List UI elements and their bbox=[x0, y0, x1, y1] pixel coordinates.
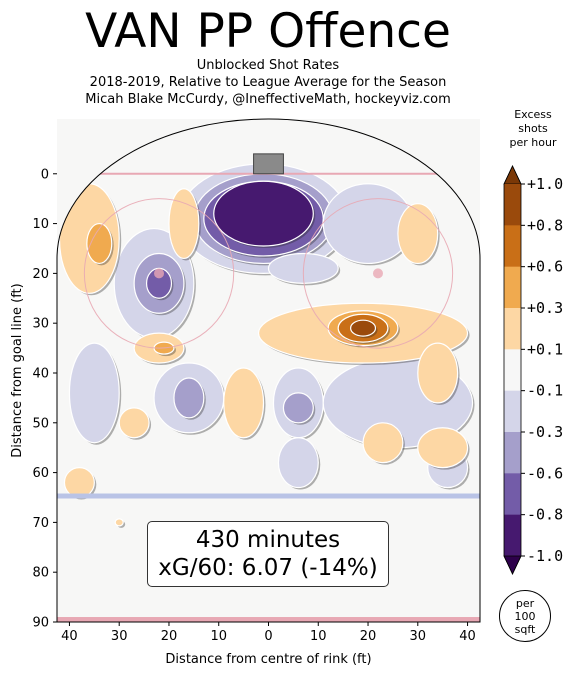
heat-region bbox=[350, 319, 377, 337]
y-tick-label: 50 bbox=[32, 416, 49, 431]
blue-line bbox=[57, 493, 480, 499]
plot-area bbox=[56, 118, 481, 623]
heat-region bbox=[417, 427, 469, 469]
y-tick-label: 40 bbox=[32, 366, 49, 381]
subtitle-line-1: Unblocked Shot Rates bbox=[196, 58, 340, 73]
colorbar-tick-label: +0.8 bbox=[527, 216, 563, 234]
colorbar-bottom-arrow bbox=[503, 555, 522, 575]
faceoff-dot bbox=[154, 268, 165, 279]
y-tick-label: 90 bbox=[32, 616, 49, 631]
colorbar-tick-label: -0.8 bbox=[527, 506, 563, 524]
x-tick-label: 20 bbox=[360, 629, 377, 644]
unit-line-2: 100 bbox=[514, 610, 536, 623]
x-tick-label: 40 bbox=[61, 629, 78, 644]
y-tick-label: 70 bbox=[32, 516, 49, 531]
x-tick-label: 20 bbox=[161, 629, 178, 644]
colorbar-tick-label: -0.6 bbox=[527, 464, 563, 482]
y-axis-label: Distance from goal line (ft) bbox=[10, 283, 25, 457]
y-tick-label: 20 bbox=[32, 267, 49, 282]
colorbar-tick-label: -0.3 bbox=[527, 423, 563, 441]
y-tick-label: 80 bbox=[32, 566, 49, 581]
heat-region bbox=[213, 180, 314, 247]
unit-note: per 100 sqft bbox=[499, 590, 551, 642]
x-tick-label: 30 bbox=[111, 629, 128, 644]
heat-region bbox=[417, 342, 459, 404]
heat-region bbox=[397, 203, 439, 265]
minutes-text: 430 minutes bbox=[195, 527, 341, 553]
faceoff-circle bbox=[302, 198, 454, 349]
summary-box: 430 minutes xG/60: 6.07 (-14%) bbox=[147, 521, 389, 587]
colorbar-tick-label: -1.0 bbox=[527, 547, 563, 565]
colorbar-tick-label: +0.1 bbox=[527, 340, 563, 358]
unit-line-1: per bbox=[515, 597, 535, 610]
colorbar: +1.0 +0.8 +0.6 +0.3 +0.1 -0.1 -0.3 -0.6 -0.8 -1.0… bbox=[503, 108, 563, 575]
heat-region bbox=[223, 367, 265, 439]
goal-net bbox=[253, 153, 284, 175]
subtitle-line-3: Micah Blake McCurdy, @IneffectiveMath, h… bbox=[85, 92, 451, 107]
x-tick-label: 40 bbox=[459, 629, 476, 644]
colorbar-bin bbox=[504, 225, 521, 268]
heat-region bbox=[63, 467, 95, 499]
x-tick-label: 10 bbox=[310, 629, 327, 644]
axes: 40 30 20 10 0 10 20 30 40 0 10 20 30 40 50 60 70 80 90 Dist… bbox=[10, 167, 476, 667]
x-tick-label: 0 bbox=[264, 629, 272, 644]
x-tick-label: 10 bbox=[210, 629, 227, 644]
colorbar-bin bbox=[504, 473, 521, 516]
colorbar-bin bbox=[504, 266, 521, 309]
colorbar-top-arrow bbox=[503, 165, 522, 185]
colorbar-title: per hour bbox=[510, 136, 557, 149]
subtitle-line-2: 2018-2019, Relative to League Average fo… bbox=[89, 75, 447, 90]
colorbar-title: shots bbox=[518, 122, 548, 135]
heat-region bbox=[277, 437, 319, 489]
x-tick-label: 30 bbox=[410, 629, 427, 644]
xg-text: xG/60: 6.07 (-14%) bbox=[158, 555, 378, 581]
y-tick-label: 0 bbox=[41, 167, 49, 182]
colorbar-bin bbox=[504, 390, 521, 433]
end-line bbox=[57, 617, 480, 623]
colorbar-bin bbox=[504, 308, 521, 350]
colorbar-tick-label: +0.6 bbox=[527, 258, 563, 276]
colorbar-bin bbox=[504, 432, 521, 474]
y-tick-label: 30 bbox=[32, 317, 49, 332]
colorbar-bin bbox=[504, 349, 521, 392]
heat-region bbox=[86, 222, 113, 265]
colorbar-bin bbox=[504, 514, 521, 557]
heat-region bbox=[173, 377, 205, 419]
colorbar-title: Excess bbox=[514, 108, 552, 121]
x-axis-label: Distance from centre of rink (ft) bbox=[165, 652, 371, 667]
faceoff-dot bbox=[372, 268, 383, 279]
heat-regions bbox=[57, 153, 480, 623]
chart-title: VAN PP Offence bbox=[85, 4, 451, 59]
heat-region bbox=[282, 392, 314, 424]
y-tick-label: 10 bbox=[32, 217, 49, 232]
faceoff-circle bbox=[83, 198, 235, 349]
heat-region bbox=[362, 422, 404, 464]
colorbar-tick-label: +1.0 bbox=[527, 175, 563, 193]
colorbar-bin bbox=[504, 184, 521, 226]
heat-region bbox=[118, 407, 150, 439]
unit-line-3: sqft bbox=[514, 623, 536, 636]
heat-region bbox=[114, 518, 124, 527]
colorbar-tick-label: -0.1 bbox=[527, 382, 563, 400]
rink-outline bbox=[56, 118, 481, 623]
colorbar-tick-label: +0.3 bbox=[527, 299, 563, 317]
heat-region bbox=[168, 188, 200, 260]
heat-region bbox=[68, 342, 120, 444]
y-tick-label: 60 bbox=[32, 466, 49, 481]
